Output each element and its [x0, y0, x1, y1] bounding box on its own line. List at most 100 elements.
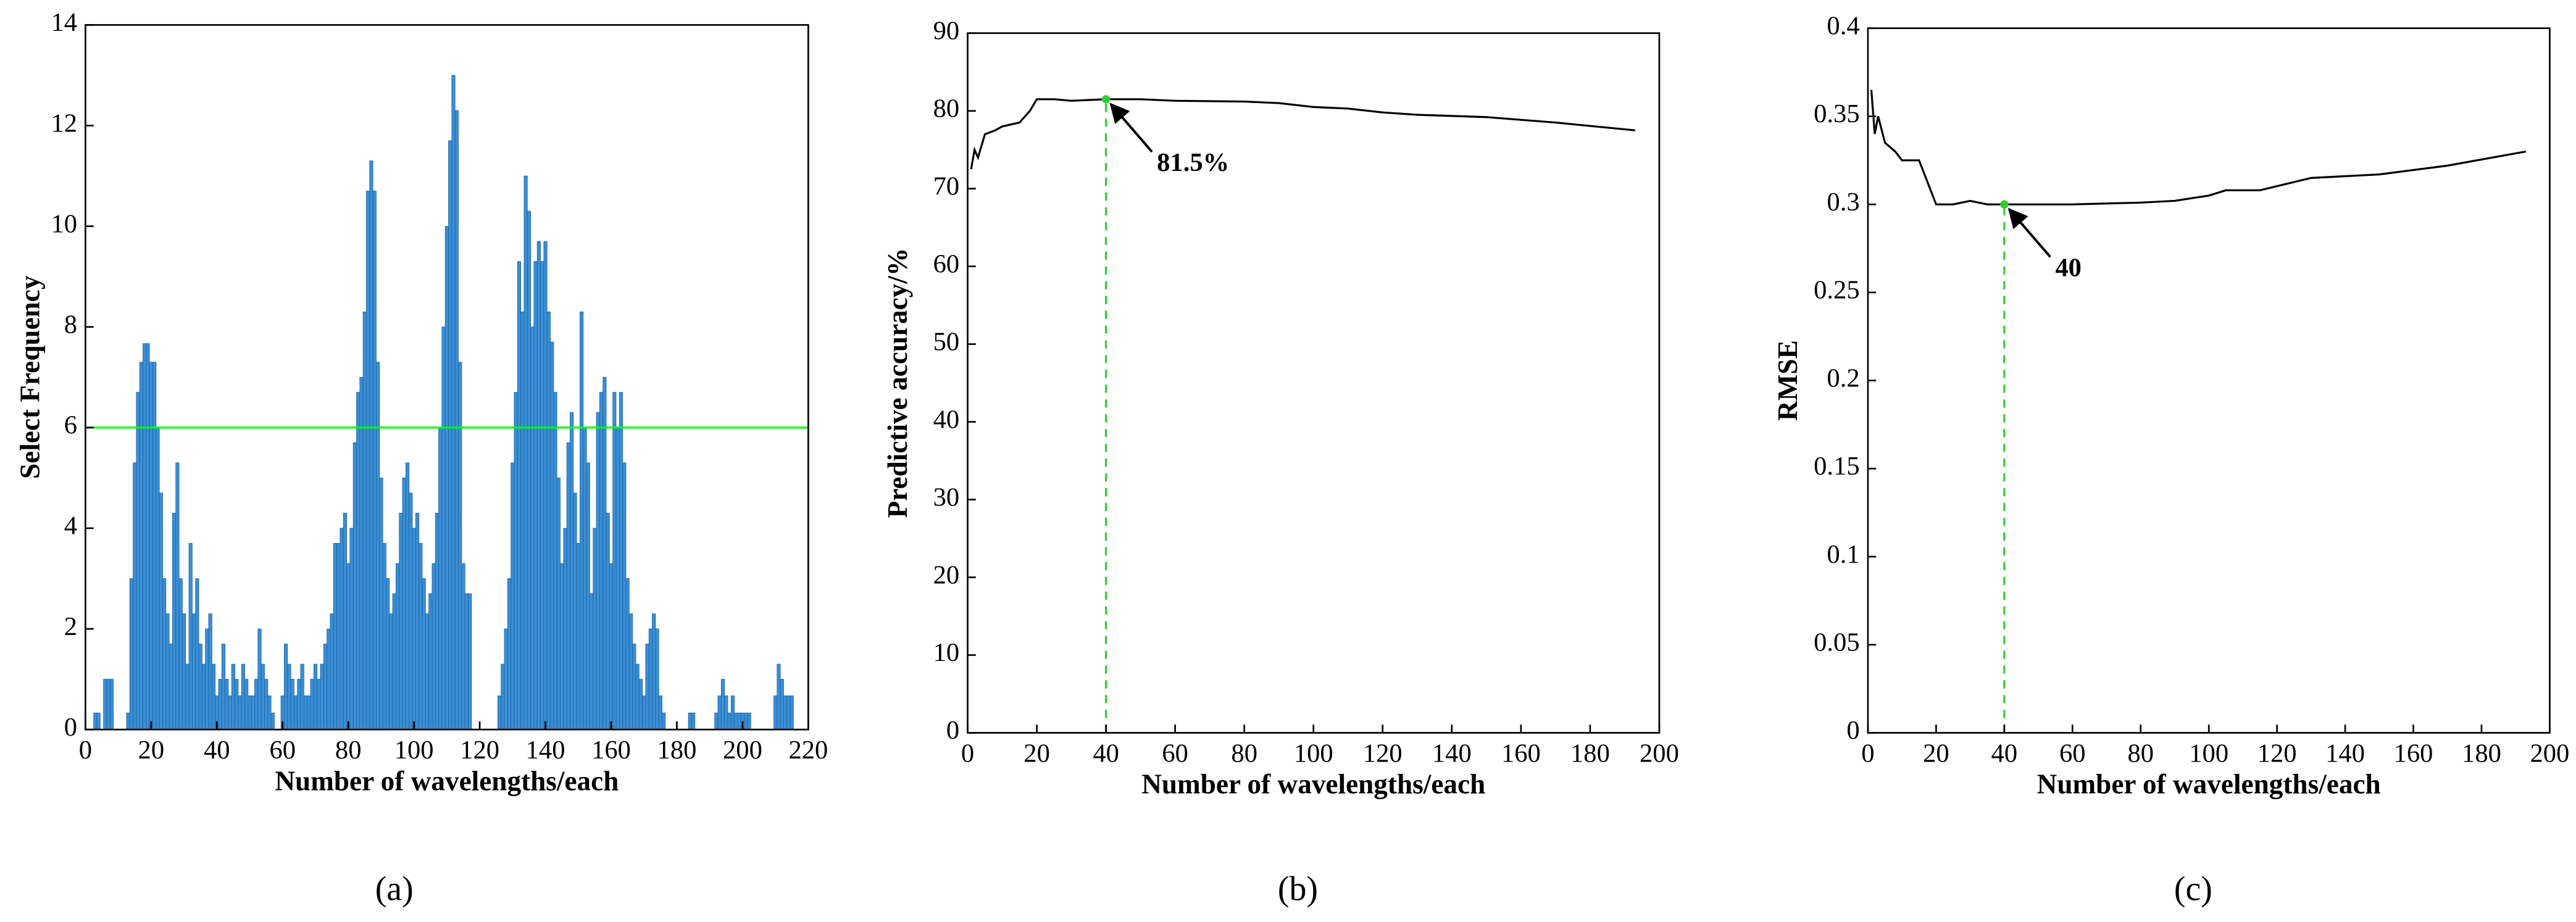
bar	[550, 341, 554, 730]
bar	[576, 542, 580, 730]
bar	[96, 712, 101, 730]
bar	[615, 427, 620, 730]
bar	[734, 712, 738, 730]
x-tick-label: 140	[2325, 739, 2365, 768]
bar	[218, 679, 222, 730]
bar	[254, 679, 259, 730]
x-tick-label: 60	[269, 736, 296, 765]
bar	[517, 261, 522, 730]
x-axis-label: Number of wavelengths/each	[1141, 769, 1485, 800]
bar	[352, 442, 357, 730]
bar	[619, 392, 623, 730]
bar	[382, 542, 386, 730]
bar	[438, 427, 443, 730]
bar	[238, 696, 242, 730]
bar	[593, 528, 597, 730]
y-tick-label: 10	[933, 638, 960, 667]
bar	[783, 696, 788, 730]
x-tick-label: 0	[1861, 739, 1874, 768]
bar	[556, 477, 561, 730]
x-tick-label: 160	[2394, 739, 2433, 768]
bar	[251, 696, 255, 730]
bar	[609, 563, 614, 730]
bar	[185, 663, 190, 730]
bar	[409, 492, 413, 730]
bar	[359, 376, 364, 730]
bar	[211, 663, 216, 730]
bar	[622, 462, 627, 730]
bar	[109, 679, 114, 730]
bar	[501, 663, 505, 730]
y-tick-label: 0.1	[1827, 540, 1859, 569]
x-tick-label: 20	[1023, 739, 1050, 768]
y-tick-label: 50	[933, 327, 960, 356]
bar	[780, 679, 784, 730]
bar	[399, 513, 403, 730]
x-tick-label: 200	[1640, 739, 1679, 768]
bar	[648, 628, 652, 730]
y-axis-label: Predictive accuracy/%	[882, 248, 913, 518]
y-tick-label: 10	[51, 209, 78, 238]
bar	[340, 528, 344, 730]
bar	[586, 462, 590, 730]
bar	[264, 679, 269, 730]
line	[970, 98, 1635, 170]
bar	[191, 613, 196, 730]
bar	[369, 160, 373, 730]
caption: (c)	[2174, 870, 2212, 908]
bar	[386, 578, 390, 730]
caption: (b)	[1278, 870, 1318, 908]
x-tick-label: 120	[460, 736, 499, 765]
bar	[146, 343, 150, 730]
bar	[468, 593, 472, 730]
bar	[284, 644, 288, 730]
bar	[244, 679, 249, 730]
bar	[136, 392, 140, 730]
y-tick-label: 70	[933, 172, 960, 201]
bar	[313, 663, 318, 730]
y-tick-label: 2	[64, 612, 77, 641]
bar	[221, 644, 226, 730]
bar	[635, 663, 640, 730]
x-tick-label: 80	[335, 736, 362, 765]
bar	[205, 628, 209, 730]
bar	[336, 542, 341, 730]
bar	[717, 696, 722, 730]
bar	[395, 563, 400, 730]
x-axis-label: Number of wavelengths/each	[275, 765, 619, 796]
bar	[412, 528, 416, 730]
x-tick-label: 20	[138, 736, 165, 765]
x-tick-label: 120	[1363, 739, 1403, 768]
y-tick-label: 0.2	[1827, 363, 1859, 392]
y-tick-label: 12	[51, 109, 78, 138]
y-tick-label: 0	[64, 713, 77, 742]
bar	[162, 578, 167, 730]
bar	[195, 578, 199, 730]
bar	[514, 392, 518, 730]
y-axis-label: Select Frequency	[15, 275, 46, 479]
bar	[570, 412, 574, 730]
bar	[790, 696, 794, 730]
bar	[133, 462, 137, 730]
bar	[540, 261, 544, 730]
caption: (a)	[375, 870, 414, 908]
x-tick-label: 200	[2530, 739, 2569, 768]
bar	[178, 578, 183, 730]
bar	[182, 613, 186, 730]
bar	[330, 613, 334, 730]
bar	[511, 462, 515, 730]
bar	[533, 261, 538, 730]
x-tick-label: 40	[1093, 739, 1119, 768]
bar	[606, 513, 610, 730]
bar	[444, 226, 449, 730]
annotation-arrow	[2007, 207, 2051, 258]
bar	[714, 712, 719, 730]
bar	[638, 679, 643, 730]
axes-frame	[967, 32, 1661, 734]
bar	[419, 542, 423, 730]
bar	[175, 462, 180, 730]
bar	[208, 613, 212, 730]
x-tick-label: 160	[1501, 739, 1541, 768]
bar	[563, 528, 567, 730]
y-tick-label: 60	[933, 249, 960, 278]
